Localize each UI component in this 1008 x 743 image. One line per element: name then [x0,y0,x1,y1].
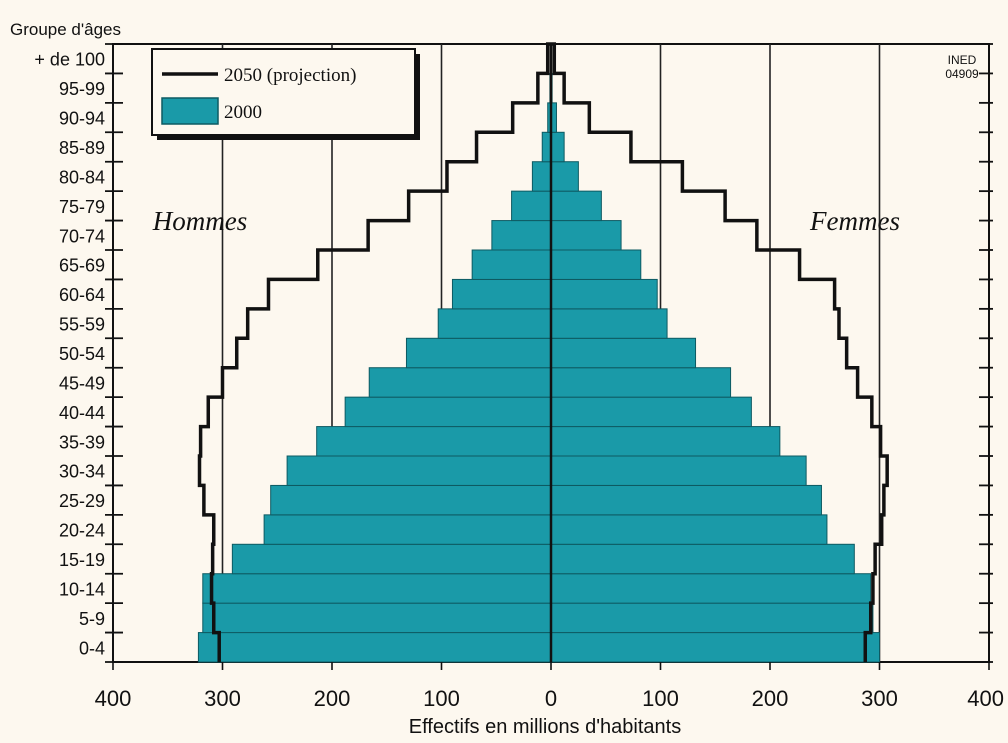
bar-women-45-49 [550,367,732,398]
y-axis-title: Groupe d'âges [10,20,121,39]
y-tick-label: 50-54 [59,344,105,364]
bar-women-40-44 [550,396,752,428]
bar-women-5-9 [550,602,874,634]
bar-women-65-69 [550,249,642,280]
bar-men-35-39 [316,426,552,457]
bar-women-0-4 [550,632,880,663]
bar-men-65-69 [471,249,552,280]
bar-men-25-29 [270,484,552,516]
y-tick-label: 65-69 [59,256,105,276]
bar-men-80-84 [531,161,552,192]
line-2050-women [551,42,889,662]
legend: 2050 (projection) 2000 [151,48,420,140]
y-tick-label: 45-49 [59,373,105,393]
x-tick-label: 300 [861,686,898,711]
y-tick-label: 95-99 [59,79,105,99]
lines-2050 [197,42,889,662]
y-tick-label: 10-14 [59,579,105,599]
y-tick-label: 25-29 [59,491,105,511]
y-tick-label: 35-39 [59,432,105,452]
bar-women-20-24 [550,514,828,545]
bar-men-70-74 [491,220,552,251]
bar-men-40-44 [344,396,552,428]
legend-bar-swatch [161,97,219,125]
y-tick-label: 70-74 [59,226,105,246]
x-axis-label: Effectifs en millions d'habitants [409,716,681,738]
y-tick-label: 55-59 [59,315,105,335]
bar-men-75-79 [511,190,552,222]
y-tick-label: 90-94 [59,109,105,129]
label-femmes: Femmes [809,206,900,236]
y-tick-label: 80-84 [59,167,105,187]
x-tick-label: 400 [95,686,132,711]
bar-women-50-54 [550,337,697,369]
bar-women-30-34 [550,455,807,486]
label-hommes: Hommes [152,206,248,236]
y-tick-label: 20-24 [59,521,105,541]
bar-men-0-4 [197,632,552,663]
y-tick-label: 60-64 [59,285,105,305]
y-tick-label: 85-89 [59,138,105,158]
bar-women-80-84 [550,161,579,192]
bar-women-70-74 [550,220,622,251]
bar-women-60-64 [550,278,658,310]
bar-men-50-54 [405,337,552,369]
bar-women-10-14 [550,573,872,604]
y-tick-label: 0-4 [79,638,105,658]
bar-men-85-89 [541,131,552,163]
y-tick-label: 30-34 [59,462,105,482]
bar-women-55-59 [550,308,668,339]
x-tick-label: 100 [423,686,460,711]
legend-label-2000: 2000 [224,102,262,123]
y-axis-ticks: 0-4 5-9 10-14 15-19 20-24 25-29 30-34 35-39 40-4… [34,43,993,663]
bar-men-45-49 [368,367,552,398]
y-tick-label: 15-19 [59,550,105,570]
bar-women-35-39 [550,426,781,457]
x-axis-ticks: 400 300 200 100 0 100 200 300 400 [95,662,1004,711]
y-tick-label: 75-79 [59,197,105,217]
x-tick-label: 0 [545,686,557,711]
bar-men-10-14 [202,573,552,604]
bar-men-55-59 [437,308,552,339]
x-tick-label: 200 [752,686,789,711]
x-tick-label: 100 [642,686,679,711]
x-tick-label: 200 [314,686,351,711]
y-tick-label: + de 100 [34,50,105,70]
bar-men-60-64 [451,278,552,310]
bar-men-30-34 [286,455,552,486]
y-tick-label: 40-44 [59,403,105,423]
bar-women-25-29 [550,484,822,516]
x-tick-label: 300 [204,686,241,711]
line-2050-men [197,42,551,662]
y-tick-label: 5-9 [79,609,105,629]
legend-label-2050: 2050 (projection) [224,65,356,86]
x-tick-label: 400 [967,686,1004,711]
bar-women-75-79 [550,190,602,222]
bar-men-5-9 [202,602,552,634]
source-label-line1: INED [948,53,977,67]
bar-men-20-24 [263,514,552,545]
bars-2000 [197,72,880,663]
bar-women-85-89 [550,131,565,163]
bar-men-15-19 [231,543,552,575]
source-label-line2: 04909 [945,67,979,81]
bar-women-15-19 [550,543,855,575]
